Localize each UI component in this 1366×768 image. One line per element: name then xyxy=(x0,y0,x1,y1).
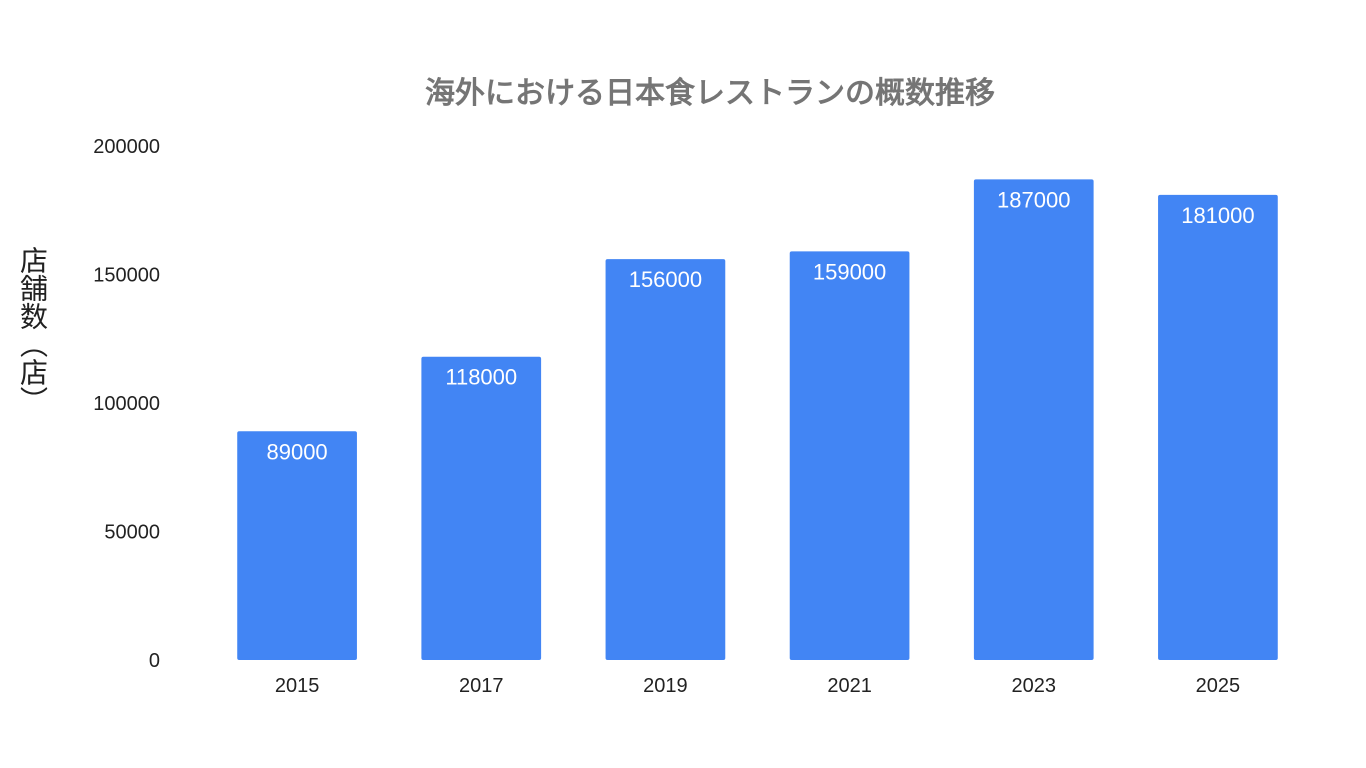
bar xyxy=(789,251,910,660)
y-tick-label: 150000 xyxy=(93,265,160,287)
y-axis-label: 店舗数（店） xyxy=(16,246,49,414)
y-tick-label: 100000 xyxy=(93,393,160,415)
bar-value-label: 89000 xyxy=(266,439,327,464)
bar xyxy=(237,431,357,660)
x-tick-label: 2023 xyxy=(1012,675,1057,697)
x-tick-label: 2019 xyxy=(643,675,688,697)
bar xyxy=(973,179,1094,660)
bar xyxy=(605,259,726,660)
bar-value-label: 118000 xyxy=(445,365,517,390)
bar-value-label: 181000 xyxy=(1181,203,1254,228)
y-tick-label: 200000 xyxy=(93,136,160,158)
y-tick-label: 0 xyxy=(149,650,160,672)
x-tick-label: 2015 xyxy=(275,675,320,697)
chart-title: 海外における日本食レストランの概数推移 xyxy=(425,76,995,111)
bar-value-label: 156000 xyxy=(629,267,702,292)
x-axis-ticks: 2015 2017 2019 2021 2023 2025 xyxy=(275,675,1240,697)
x-tick-label: 2025 xyxy=(1196,675,1241,697)
bar-value-label: 187000 xyxy=(997,187,1070,212)
data-labels: 89000 118000 156000 159000 187000 181000 xyxy=(266,187,1254,464)
bars xyxy=(237,179,1278,660)
bar xyxy=(1158,194,1278,660)
y-tick-label: 50000 xyxy=(104,522,160,544)
x-tick-label: 2017 xyxy=(459,675,504,697)
bar xyxy=(421,356,542,660)
bar-value-label: 159000 xyxy=(813,259,886,284)
x-tick-label: 2021 xyxy=(827,675,872,697)
y-axis-ticks: 0 50000 100000 150000 200000 xyxy=(93,136,160,672)
